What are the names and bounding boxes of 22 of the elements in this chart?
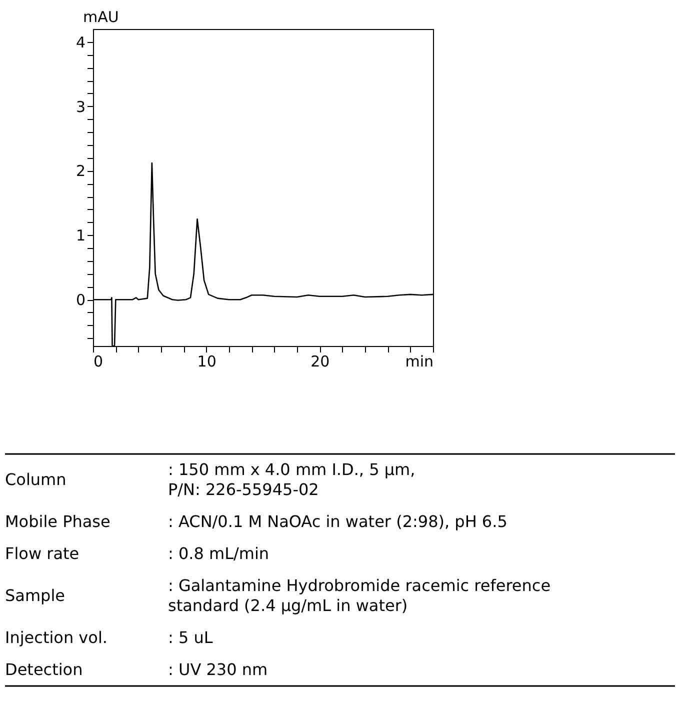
x-tick-label: 10 [197, 352, 216, 370]
y-tick-label: 0 [76, 291, 86, 310]
y-tick-label: 4 [76, 33, 86, 52]
text: Injection vol. [5, 628, 108, 647]
text: Mobile Phase [5, 512, 110, 531]
text: Flow rate [5, 544, 80, 563]
x-tick-label: 20 [310, 352, 330, 370]
y-tick-label: 1 [76, 226, 86, 245]
y-tick-label: 3 [76, 98, 86, 116]
text: : UV 230 nm [168, 660, 268, 679]
x-tick-label: 0 [94, 352, 104, 370]
text: : 150 mm x 4.0 mm I.D., 5 µm, P/N: 226-55945-02 [168, 460, 416, 499]
text: : Galantamine Hydrobromide racemic reference standard (2.4 µg/mL in water) [168, 576, 551, 615]
y-tick-label: 2 [76, 162, 86, 180]
text: Column [5, 470, 66, 489]
text: : 0.8 mL/min [168, 544, 270, 563]
text: Sample [5, 586, 65, 605]
text: : 5 uL [168, 628, 213, 647]
text: : ACN/0.1 M NaOAc in water (2:98), pH 6.5 [168, 512, 508, 531]
x-tick-label: min [405, 352, 434, 370]
text: Detection [5, 660, 83, 679]
y-axis-title: mAU [83, 8, 119, 26]
